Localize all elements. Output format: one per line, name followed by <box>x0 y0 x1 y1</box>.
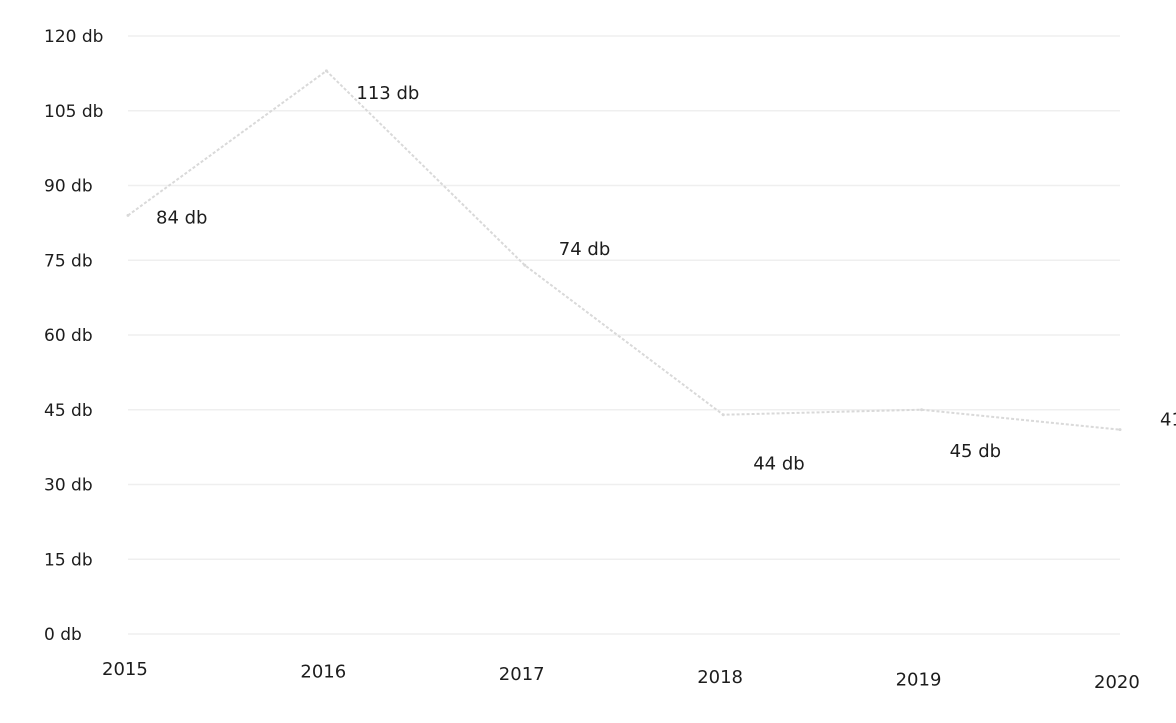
data-point <box>523 263 527 267</box>
x-tick-label: 2019 <box>896 669 942 690</box>
x-tick-label: 2020 <box>1094 672 1140 693</box>
data-label: 84 db <box>156 207 207 228</box>
data-point <box>1118 428 1122 432</box>
y-tick-label: 0 db <box>44 625 82 645</box>
x-tick-label: 2018 <box>697 667 743 688</box>
data-label: 74 db <box>559 239 610 260</box>
data-point <box>721 413 725 417</box>
data-labels: 84 db 113 db 74 db 44 db 45 db 41 db <box>156 83 1176 475</box>
x-tick-label: 2015 <box>102 659 148 680</box>
y-tick-label: 75 db <box>44 251 93 271</box>
x-tick-label: 2017 <box>499 664 545 685</box>
y-tick-label: 15 db <box>44 550 93 570</box>
y-tick-label: 105 db <box>44 102 103 122</box>
y-tick-label: 30 db <box>44 476 93 496</box>
y-tick-label: 60 db <box>44 326 93 346</box>
data-point <box>920 408 924 412</box>
y-axis-tick-labels: 0 db 15 db 30 db 45 db 60 db 75 db 90 db 105 db… <box>44 27 103 645</box>
data-label: 113 db <box>356 83 419 104</box>
y-tick-label: 120 db <box>44 27 103 47</box>
y-tick-label: 90 db <box>44 177 93 197</box>
gridlines <box>128 35 1120 635</box>
series-line-group <box>126 69 1122 432</box>
x-axis-tick-labels: 2015 2016 2017 2018 2019 2020 <box>102 659 1140 693</box>
series-line-0 <box>127 69 1121 431</box>
data-label: 41 db <box>1160 410 1176 431</box>
x-tick-label: 2016 <box>300 662 346 683</box>
y-tick-label: 45 db <box>44 401 93 421</box>
data-point <box>324 69 328 73</box>
data-label: 44 db <box>753 454 804 475</box>
data-point <box>126 213 130 217</box>
data-label: 45 db <box>950 441 1001 462</box>
